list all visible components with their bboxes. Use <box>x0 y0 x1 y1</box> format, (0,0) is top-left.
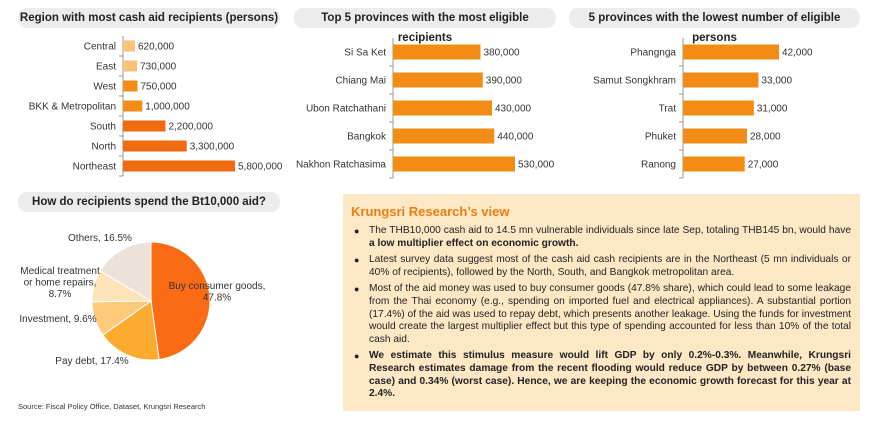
lowest5-value-label: 42,000 <box>782 48 813 59</box>
lowest5-category-label: Ranong <box>641 160 676 171</box>
view-bullet-3: ● Most of the aid money was used to buy c… <box>351 283 851 346</box>
pie-label: 8.7% <box>49 289 72 300</box>
top5-value-label: 390,000 <box>486 76 523 87</box>
region-bar <box>123 60 138 72</box>
view-bullet-3-text: Most of the aid money was used to buy co… <box>369 283 851 345</box>
view-bullet-1: ● The THB10,000 cash aid to 14.5 mn vulne… <box>351 225 851 250</box>
region-category-label: South <box>90 122 116 133</box>
region-bar <box>123 80 138 92</box>
top5-bar <box>393 100 492 116</box>
pie-slice <box>150 241 211 361</box>
top5-value-label: 380,000 <box>483 48 520 59</box>
pie-slice <box>99 241 152 302</box>
region-category-label: Central <box>84 42 116 53</box>
pie-label: Pay debt, 17.4% <box>55 356 128 367</box>
top5-value-label: 530,000 <box>518 160 555 171</box>
region-category-label: North <box>92 142 116 153</box>
top5-bar <box>393 156 515 172</box>
region-bar <box>123 160 235 172</box>
pie-slice <box>102 300 160 361</box>
view-bullet-2-text: Latest survey data suggest most of the c… <box>369 254 851 278</box>
region-value-label: 1,000,000 <box>145 102 190 113</box>
view-title: Krungsri Research’s view <box>351 204 510 219</box>
pie-label: Others, 16.5% <box>68 233 132 244</box>
lowest5-value-label: 28,000 <box>750 132 781 143</box>
region-bar <box>123 100 143 112</box>
pie-chart-title: How do recipients spend the Bt10,000 aid… <box>18 192 280 212</box>
region-chart-title: Region with most cash aid recipients (pe… <box>18 8 280 28</box>
lowest5-category-label: Phuket <box>645 132 676 143</box>
lowest5-bar <box>683 156 745 172</box>
lowest5-category-label: Samut Songkhram <box>593 76 676 87</box>
lowest5-bar <box>683 44 779 60</box>
pie-label: 47.8% <box>203 293 231 304</box>
view-bullets: ● The THB10,000 cash aid to 14.5 mn vulne… <box>351 225 851 405</box>
top5-bar <box>393 72 483 88</box>
view-bullet-2: ● Latest survey data suggest most of the … <box>351 254 851 279</box>
top5-value-label: 440,000 <box>497 132 534 143</box>
lowest5-chart-title: 5 provinces with the lowest number of el… <box>569 8 860 44</box>
lowest5-value-label: 31,000 <box>757 104 788 115</box>
region-value-label: 5,800,000 <box>238 162 283 173</box>
top5-bar <box>393 44 481 60</box>
lowest5-bar <box>683 128 747 144</box>
region-category-label: Northeast <box>73 162 117 173</box>
region-value-label: 750,000 <box>140 82 177 93</box>
top5-category-label: Nakhon Ratchasima <box>296 160 386 171</box>
view-bullet-4: ● We estimate this stimulus measure would… <box>351 350 851 400</box>
region-category-label: BKK & Metropolitan <box>29 102 116 113</box>
region-bar <box>123 40 135 52</box>
region-category-label: West <box>93 82 116 93</box>
region-bar <box>123 140 187 152</box>
region-bar <box>123 120 166 132</box>
pie-label: Investment, 9.6% <box>19 314 96 325</box>
bullet-icon: ● <box>354 284 360 295</box>
region-value-label: 730,000 <box>140 62 177 73</box>
krungsri-view-panel: Krungsri Research’s view ● The THB10,000 … <box>343 194 860 411</box>
pie-label: or home repairs, <box>24 278 97 289</box>
top5-value-label: 430,000 <box>495 104 532 115</box>
region-value-label: 2,200,000 <box>168 122 213 133</box>
top5-category-label: Chiang Mai <box>335 76 386 87</box>
top5-chart-title: Top 5 provinces with the most eligible r… <box>294 8 556 44</box>
region-value-label: 3,300,000 <box>190 142 235 153</box>
top5-bar <box>393 128 495 144</box>
region-value-label: 620,000 <box>138 42 175 53</box>
bullet-icon: ● <box>354 351 360 362</box>
pie-label: Buy consumer goods, <box>169 281 266 292</box>
lowest5-category-label: Phangnga <box>630 48 676 59</box>
top5-category-label: Bangkok <box>347 132 387 143</box>
source-note: Source: Fiscal Policy Office, Dataset, K… <box>18 402 206 411</box>
lowest5-value-label: 33,000 <box>761 76 792 87</box>
bullet-icon: ● <box>354 226 360 236</box>
lowest5-value-label: 27,000 <box>748 160 779 171</box>
bullet-icon: ● <box>354 255 360 266</box>
view-bullet-1-bold: a low multiplier effect on economic grow… <box>369 237 579 249</box>
view-bullet-1-text: The THB10,000 cash aid to 14.5 mn vulner… <box>369 225 851 236</box>
lowest5-bar <box>683 72 759 88</box>
region-category-label: East <box>96 62 116 73</box>
top5-category-label: Ubon Ratchathani <box>306 104 386 115</box>
lowest5-bar <box>683 100 754 116</box>
view-bullet-4-text: We estimate this stimulus measure would … <box>369 350 851 400</box>
lowest5-category-label: Trat <box>659 104 677 115</box>
pie-label: Medical treatment <box>20 266 100 277</box>
top5-category-label: Si Sa Ket <box>344 48 386 59</box>
